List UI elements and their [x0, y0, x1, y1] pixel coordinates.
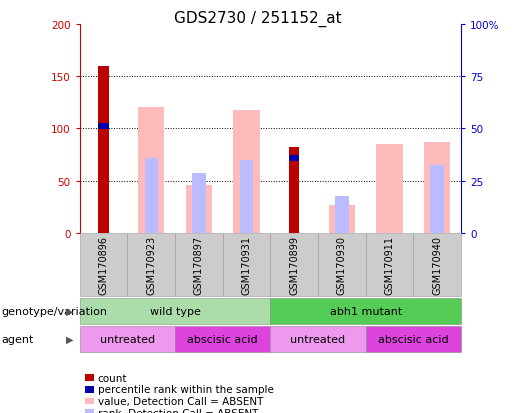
Text: ▶: ▶ — [66, 306, 73, 316]
Bar — [192, 174, 205, 233]
Text: untreated: untreated — [290, 334, 346, 344]
Bar — [233, 110, 260, 233]
Text: value, Detection Call = ABSENT: value, Detection Call = ABSENT — [98, 396, 263, 406]
Text: count: count — [98, 373, 127, 383]
Text: ▶: ▶ — [66, 334, 73, 344]
Text: GSM170940: GSM170940 — [432, 235, 442, 294]
Bar — [138, 108, 164, 233]
Bar — [145, 158, 158, 233]
Text: GSM170930: GSM170930 — [337, 235, 347, 294]
Text: abscisic acid: abscisic acid — [187, 334, 258, 344]
Text: percentile rank within the sample: percentile rank within the sample — [98, 385, 274, 394]
Text: GSM170911: GSM170911 — [385, 235, 394, 294]
Text: GSM170899: GSM170899 — [289, 235, 299, 294]
Bar — [240, 160, 253, 233]
Text: wild type: wild type — [150, 306, 200, 316]
Bar — [424, 142, 450, 233]
Text: untreated: untreated — [100, 334, 155, 344]
Bar — [186, 185, 212, 233]
Bar — [376, 145, 403, 233]
Text: GSM170931: GSM170931 — [242, 235, 251, 294]
Bar — [98, 66, 109, 233]
Text: agent: agent — [1, 334, 33, 344]
Bar — [329, 205, 355, 233]
Bar — [289, 155, 299, 161]
Bar — [98, 124, 109, 130]
Text: abscisic acid: abscisic acid — [378, 334, 449, 344]
Text: abh1 mutant: abh1 mutant — [330, 306, 402, 316]
Text: genotype/variation: genotype/variation — [1, 306, 107, 316]
Bar — [289, 148, 299, 233]
Text: rank, Detection Call = ABSENT: rank, Detection Call = ABSENT — [98, 408, 258, 413]
Text: GSM170896: GSM170896 — [99, 235, 109, 294]
Bar — [335, 197, 349, 233]
Text: GSM170897: GSM170897 — [194, 235, 204, 294]
Text: GSM170923: GSM170923 — [146, 235, 156, 294]
Bar — [431, 166, 444, 233]
Text: GDS2730 / 251152_at: GDS2730 / 251152_at — [174, 10, 341, 26]
